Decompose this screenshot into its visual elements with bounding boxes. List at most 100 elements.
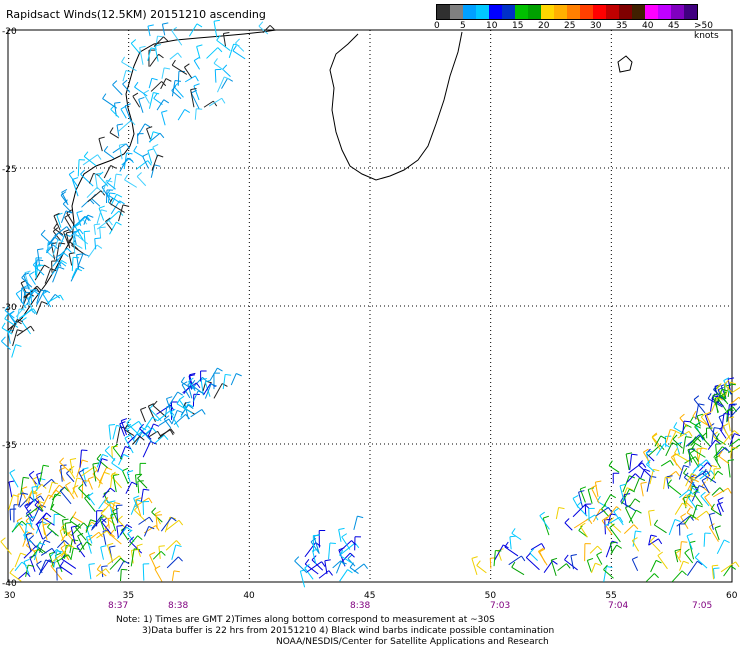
longitude-label: 60 xyxy=(726,591,738,601)
wind-barb-flag xyxy=(177,52,182,58)
wind-barb xyxy=(124,179,138,188)
wind-barb-flag xyxy=(119,200,125,205)
wind-barb xyxy=(17,571,27,580)
wind-barb-flag xyxy=(683,420,691,423)
scale-swatch xyxy=(463,5,476,19)
wind-barb-flag xyxy=(71,525,78,528)
wind-barb-flag xyxy=(109,500,116,503)
wind-barb-flag xyxy=(127,157,133,162)
wind-barb xyxy=(730,405,740,418)
wind-barb xyxy=(721,413,725,431)
wind-barb-flag xyxy=(9,469,16,474)
wind-barb-flag xyxy=(44,264,50,269)
wind-barb-flag xyxy=(613,507,619,513)
wind-barb-flag xyxy=(103,471,110,475)
wind-barb-flag xyxy=(181,381,188,386)
wind-barb-flag xyxy=(363,563,369,569)
wind-barb xyxy=(112,510,119,523)
longitude-label: 40 xyxy=(243,591,255,601)
note-line-3: NOAA/NESDIS/Center for Satellite Applica… xyxy=(276,637,549,647)
wind-barb-flag xyxy=(105,568,110,574)
wind-barb xyxy=(589,545,598,554)
wind-barb xyxy=(711,397,718,412)
wind-barb xyxy=(683,472,695,481)
wind-barb xyxy=(39,559,50,574)
wind-barb xyxy=(622,475,630,493)
wind-barb-flag xyxy=(158,545,165,547)
wind-barb-flag xyxy=(680,513,687,518)
wind-barb xyxy=(153,36,164,47)
wind-barb xyxy=(118,145,123,160)
wind-barb-flag xyxy=(690,481,695,488)
wind-barb-flag xyxy=(134,81,139,88)
wind-barb xyxy=(76,212,82,226)
wind-barb-flag xyxy=(116,221,122,226)
wind-barb-flag xyxy=(597,545,603,551)
wind-barb-flag xyxy=(213,58,218,64)
wind-barb-flag xyxy=(735,561,740,568)
wind-barb-flag xyxy=(122,467,129,472)
wind-barb-flag xyxy=(658,538,663,545)
wind-barb-flag xyxy=(721,391,727,397)
wind-barb xyxy=(341,536,351,550)
wind-barb-flag xyxy=(224,76,230,80)
wind-barb xyxy=(149,554,157,570)
wind-barb-flag xyxy=(96,244,103,249)
wind-barb xyxy=(64,217,72,229)
wind-barb xyxy=(190,89,195,108)
wind-barb xyxy=(16,325,31,337)
wind-barb xyxy=(164,516,171,533)
wind-barb xyxy=(23,561,30,575)
wind-barb xyxy=(324,560,328,575)
wind-barb xyxy=(104,501,115,510)
wind-barb xyxy=(713,487,729,498)
wind-barb xyxy=(508,555,522,566)
wind-barb-flag xyxy=(682,502,688,507)
wind-barb-flag xyxy=(51,242,58,245)
wind-barb-flag xyxy=(570,553,577,557)
wind-barb xyxy=(102,502,112,513)
wind-barb-flag xyxy=(45,559,52,563)
wind-barb-flag xyxy=(101,458,108,461)
wind-barb-flag xyxy=(126,152,133,155)
wind-barb xyxy=(111,462,124,472)
scale-swatch xyxy=(593,5,606,19)
wind-barb xyxy=(74,226,84,241)
wind-barb-flag xyxy=(66,209,73,214)
wind-barb-flag xyxy=(59,294,64,301)
wind-barb-flag xyxy=(23,476,30,479)
wind-barb xyxy=(171,64,188,75)
wind-barb-flag xyxy=(674,548,681,552)
wind-barb-flag xyxy=(610,494,616,499)
wind-barb xyxy=(7,494,14,511)
wind-barb-flag xyxy=(78,469,85,473)
wind-barb xyxy=(332,560,342,569)
wind-barb xyxy=(169,411,180,428)
wind-barb xyxy=(11,520,23,533)
wind-barb-flag xyxy=(68,544,75,549)
wind-barb-flag xyxy=(217,367,223,372)
wind-barb xyxy=(23,274,30,290)
wind-barb xyxy=(204,383,212,399)
wind-barb-flag xyxy=(34,500,40,506)
wind-barb xyxy=(684,552,694,564)
wind-barb-flag xyxy=(328,570,333,576)
wind-barb xyxy=(134,474,138,488)
latitude-label: -35 xyxy=(2,441,17,451)
wind-barb xyxy=(511,532,522,541)
wind-barb-flag xyxy=(121,56,126,63)
wind-barb xyxy=(28,517,33,529)
wind-barb xyxy=(310,541,320,554)
wind-barb-flag xyxy=(601,504,607,510)
wind-barb xyxy=(595,507,609,517)
wind-barb-flag xyxy=(171,26,178,32)
wind-barb-flag xyxy=(106,177,112,183)
wind-barb xyxy=(56,214,62,228)
wind-barb xyxy=(608,465,620,473)
wind-barb xyxy=(579,526,588,538)
wind-barb xyxy=(621,488,630,505)
wind-barb xyxy=(690,435,701,447)
wind-barb-flag xyxy=(72,177,79,180)
wind-barb xyxy=(103,165,112,179)
wind-barb-flag xyxy=(715,439,721,445)
